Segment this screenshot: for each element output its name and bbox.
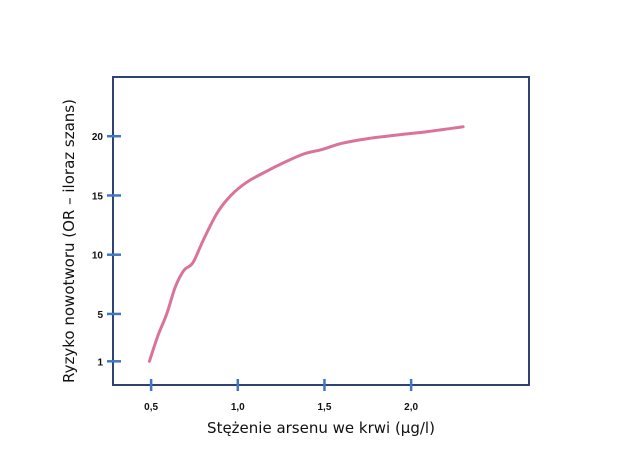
- y-axis-label: Ryzyko nowotworu (OR – iloraz szans): [60, 99, 78, 383]
- x-tick-label: 1,5: [318, 402, 332, 413]
- x-tick-label: 1,0: [231, 402, 245, 413]
- x-axis-label: Stężenie arsenu we krwi (µg/l): [207, 419, 435, 437]
- y-tick-label: 10: [92, 251, 104, 262]
- y-tick-label: 20: [92, 132, 104, 143]
- y-tick-label: 1: [97, 357, 103, 368]
- plot-frame: [112, 76, 530, 386]
- series-line-1: [147, 125, 465, 363]
- y-tick-label: 15: [92, 191, 104, 202]
- x-tick-label: 2,0: [404, 402, 418, 413]
- x-tick-label: 0,5: [144, 402, 158, 413]
- y-tick-label: 5: [97, 310, 103, 321]
